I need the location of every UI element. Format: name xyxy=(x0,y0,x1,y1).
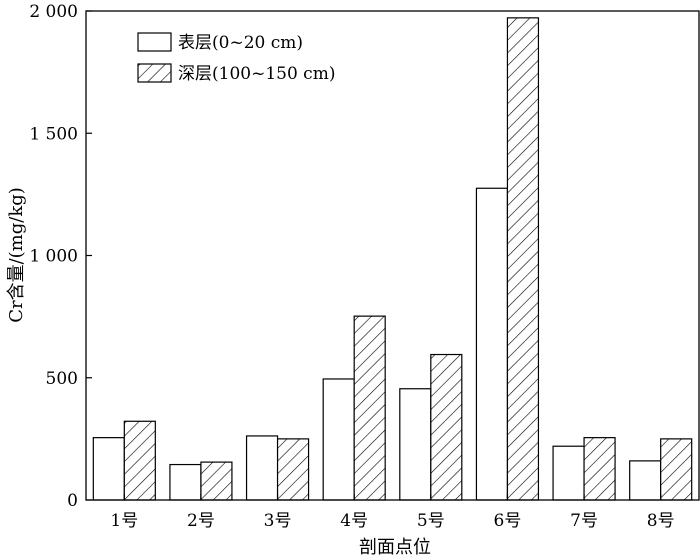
x-tick-label: 4号 xyxy=(340,511,368,531)
legend-label-deep: 深层(100~150 cm) xyxy=(178,64,335,84)
y-tick-label: 2 000 xyxy=(29,2,78,22)
bar-deep-3 xyxy=(276,438,310,501)
x-axis-title: 剖面点位 xyxy=(359,537,431,558)
y-tick-label: 1 500 xyxy=(29,124,78,144)
x-tick-label: 7号 xyxy=(570,511,598,531)
legend-swatch-deep xyxy=(137,63,172,83)
bar-deep-2 xyxy=(200,461,233,501)
bar-deep-4 xyxy=(353,315,386,501)
bars-layer xyxy=(92,17,693,501)
bar-surface-6 xyxy=(475,187,509,501)
bar-deep-7 xyxy=(583,437,616,501)
x-tick-label: 6号 xyxy=(494,511,522,531)
bar-deep-6 xyxy=(506,17,540,501)
bar-deep-1 xyxy=(123,420,156,501)
bar-surface-5 xyxy=(399,388,432,501)
y-axis-title: Cr含量/(mg/kg) xyxy=(6,187,27,323)
bar-surface-1 xyxy=(92,437,125,501)
ticks-layer: 1号 2号 3号 4号 5号 6号 7号 8号 0 500 1 000 1 500 2 000 xyxy=(29,2,674,531)
bar-deep-5 xyxy=(430,353,463,501)
bar-surface-8 xyxy=(629,460,662,501)
legend-label-surface: 表层(0~20 cm) xyxy=(178,33,303,53)
plot-frame xyxy=(85,10,700,501)
x-tick-label: 3号 xyxy=(264,511,292,531)
bar-deep-8 xyxy=(660,438,693,501)
bar-surface-2 xyxy=(169,463,202,501)
x-tick-label: 5号 xyxy=(417,511,445,531)
legend: 表层(0~20 cm) 深层(100~150 cm) xyxy=(137,32,335,84)
legend-swatch-surface xyxy=(137,32,172,52)
x-tick-label: 2号 xyxy=(187,511,215,531)
y-tick-label: 0 xyxy=(67,491,78,511)
bar-surface-7 xyxy=(552,445,585,501)
y-tick-label: 500 xyxy=(46,369,78,389)
y-tick-label: 1 000 xyxy=(29,247,78,267)
x-tick-label: 8号 xyxy=(647,511,675,531)
bar-surface-4 xyxy=(322,378,355,501)
x-tick-label: 1号 xyxy=(110,511,138,531)
bar-surface-3 xyxy=(245,435,279,501)
